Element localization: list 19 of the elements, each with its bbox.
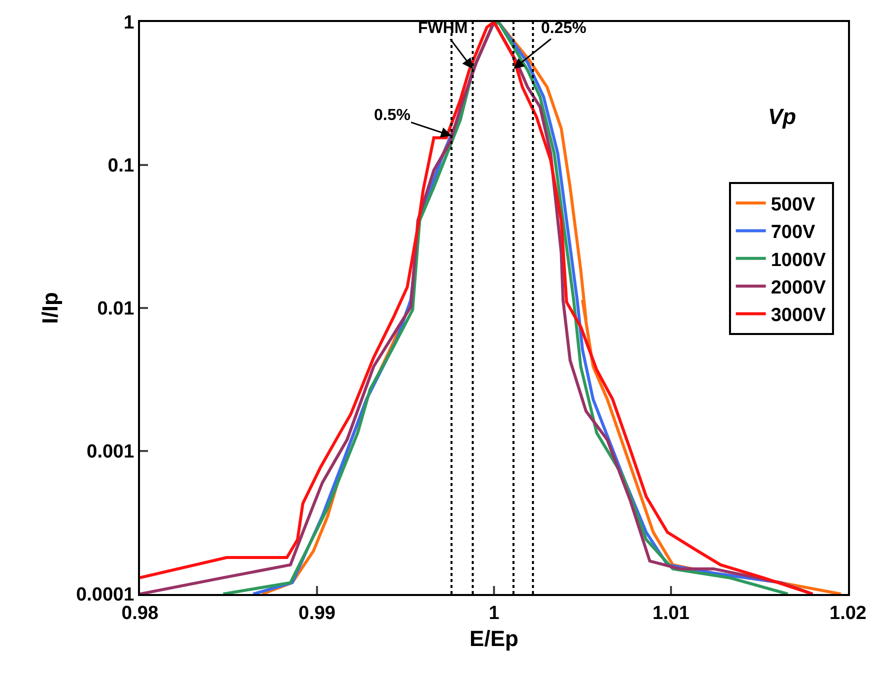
y-tick-label: 0.1 (108, 156, 135, 177)
x-tick-label: 1 (488, 602, 500, 624)
annotation: 0.5% (374, 107, 410, 124)
y-tick-label: 1 (124, 12, 135, 34)
legend-title: Vp (768, 104, 796, 129)
legend-label: 700V (770, 222, 816, 244)
x-tick-label: 1.02 (830, 602, 866, 624)
legend-label: 3000V (770, 305, 826, 326)
legend-label: 2000V (770, 278, 826, 299)
y-tick-label: 0.001 (86, 442, 135, 463)
x-tick-label: 1.01 (652, 602, 690, 624)
annotation: 0.25% (541, 20, 586, 37)
x-tick-label: 0.99 (298, 602, 336, 624)
x-axis-title: E/Ep (470, 626, 518, 652)
y-axis-title: I/Ip (37, 292, 62, 324)
y-tick-label: 0.01 (97, 298, 135, 320)
annotation: FWHM (418, 20, 468, 37)
legend-label: 1000V (770, 250, 826, 271)
legend-label: 500V (770, 194, 816, 216)
